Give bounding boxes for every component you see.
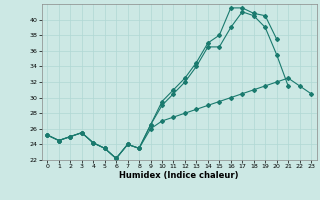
X-axis label: Humidex (Indice chaleur): Humidex (Indice chaleur) bbox=[119, 171, 239, 180]
